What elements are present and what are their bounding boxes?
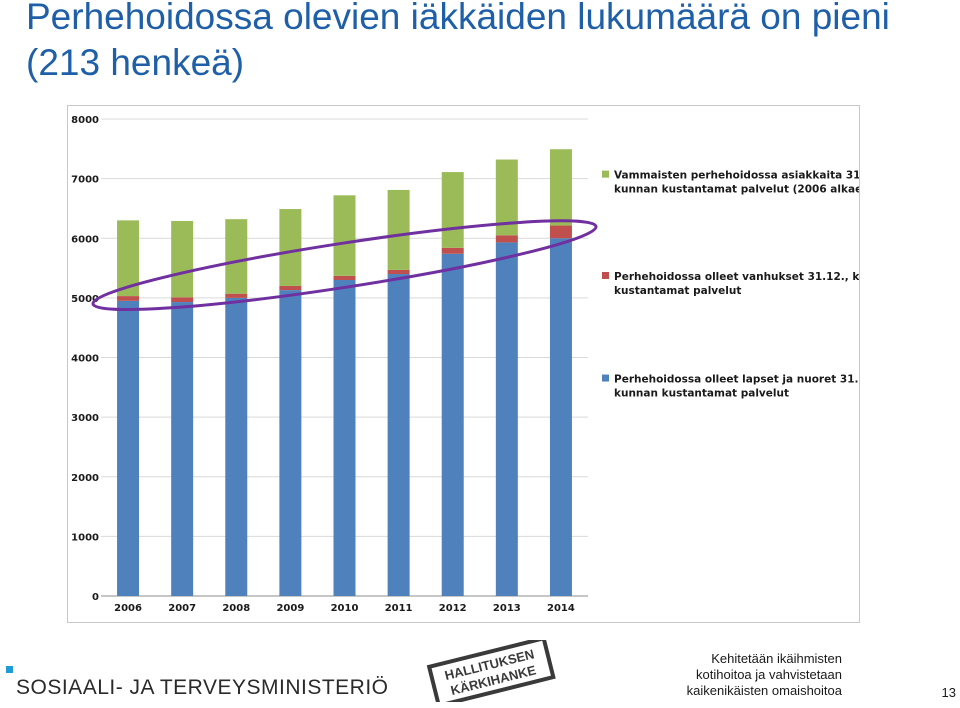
bar-disabled-2011 [387, 189, 410, 270]
bar-children-2011 [387, 274, 410, 596]
highlight-ellipse [91, 219, 598, 312]
chart-area: 0 1000 2000 3000 4000 5000 6000 7000 8000 2006 200… [67, 105, 860, 623]
x-tick-label: 2010 [331, 603, 359, 614]
footer-line-3: kaikenikäisten omaishoitoa [686, 683, 842, 698]
y-tick-label: 3000 [71, 413, 99, 424]
x-tick-label: 2013 [493, 603, 521, 614]
footer-note: Kehitetään ikäihmisten kotihoitoa ja vah… [687, 651, 842, 699]
bar-disabled-2006 [117, 220, 140, 297]
ministry-name: SOSIAALI- JA TERVEYSMINISTERIÖ [16, 676, 389, 699]
bar-elderly-2013 [495, 235, 518, 243]
bar-elderly-2007 [171, 297, 194, 303]
y-tick-label: 7000 [71, 175, 99, 186]
bar-disabled-2008 [225, 219, 248, 294]
x-tick-label: 2008 [222, 603, 250, 614]
bar-elderly-2008 [225, 293, 248, 298]
x-tick-label: 2007 [168, 603, 196, 614]
y-tick-label: 6000 [71, 234, 99, 245]
bar-children-2006 [117, 300, 140, 596]
y-tick-label: 1000 [71, 532, 99, 543]
y-tick-label: 4000 [71, 354, 99, 365]
bar-elderly-2006 [117, 296, 140, 301]
bar-elderly-2010 [333, 275, 356, 280]
y-tick-label: 2000 [71, 473, 99, 484]
bar-children-2007 [171, 302, 194, 596]
x-tick-label: 2012 [439, 603, 467, 614]
legend-label-line2: kunnan kustantamat palvelut [614, 388, 789, 400]
y-tick-label: 0 [92, 592, 99, 603]
bar-disabled-2010 [333, 195, 356, 276]
legend-swatch [602, 170, 609, 178]
x-tick-label: 2006 [114, 603, 142, 614]
page-number: 13 [941, 685, 956, 700]
bar-elderly-2009 [279, 285, 302, 291]
legend-swatch [602, 271, 609, 279]
legend-label-line2: kustantamat palvelut [614, 285, 741, 297]
slide-title: Perhehoidossa olevien iäkkäiden lukumäär… [26, 0, 890, 83]
x-tick-label: 2014 [547, 603, 575, 614]
bar-elderly-2012 [441, 247, 464, 254]
legend-label-line2: kunnan kustantamat palvelut (2006 alkaen… [614, 184, 859, 196]
bar-children-2013 [495, 242, 518, 596]
bar-disabled-2007 [171, 220, 194, 298]
x-tick-label: 2011 [385, 603, 413, 614]
legend-label-line1: Perhehoidossa olleet lapset ja nuoret 31… [614, 374, 859, 386]
legend-swatch [602, 374, 609, 382]
x-tick-label: 2009 [276, 603, 304, 614]
hallitus-stamp: HALLITUKSEN KÄRKIHANKE [426, 640, 556, 702]
y-tick-label: 5000 [71, 294, 99, 305]
bar-disabled-2009 [279, 209, 302, 286]
y-tick-label: 8000 [71, 115, 99, 126]
bar-disabled-2014 [549, 149, 572, 226]
bar-children-2008 [225, 297, 248, 596]
bar-elderly-2014 [549, 225, 572, 239]
footer-line-1: Kehitetään ikäihmisten [711, 651, 842, 666]
bar-elderly-2011 [387, 269, 410, 275]
stacked-bar-chart: 0 1000 2000 3000 4000 5000 6000 7000 8000 2006 200… [71, 115, 859, 614]
bar-children-2009 [279, 290, 302, 596]
footer-line-2: kotihoitoa ja vahvistetaan [696, 667, 842, 682]
bar-children-2010 [333, 279, 356, 596]
legend-label-line1: Vammaisten perhehoidossa asiakkaita 31.1… [614, 170, 859, 182]
bar-disabled-2013 [495, 159, 518, 236]
ministry-logo-mark [6, 666, 13, 673]
bar-children-2014 [549, 238, 572, 596]
bar-children-2012 [441, 253, 464, 596]
legend-label-line1: Perhehoidossa olleet vanhukset 31.12., k… [614, 271, 859, 283]
bar-disabled-2012 [441, 172, 464, 248]
